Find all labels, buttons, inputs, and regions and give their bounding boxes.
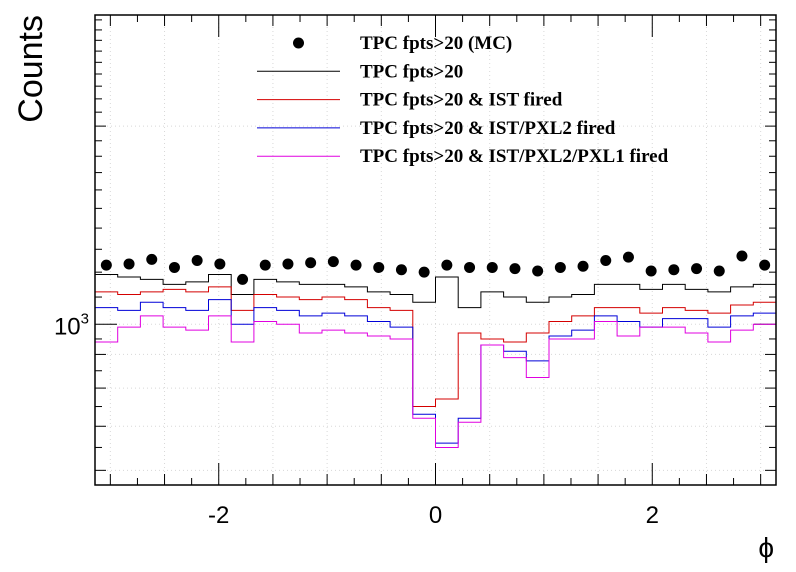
data-point	[282, 258, 294, 270]
data-point	[759, 259, 771, 271]
data-point	[464, 261, 476, 273]
data-point	[600, 254, 612, 266]
legend-entry: TPC fpts>20 & IST fired	[360, 90, 563, 111]
legend-entry: TPC fpts>20	[360, 61, 463, 82]
legend-entry: TPC fpts>20 & IST/PXL2/PXL1 fired	[360, 146, 669, 167]
axis-ticks	[95, 15, 776, 485]
data-point	[736, 250, 748, 262]
y-axis-label: Counts	[12, 15, 50, 123]
data-point	[691, 263, 703, 275]
data-point	[486, 261, 498, 273]
mc-markers	[100, 250, 771, 285]
data-point	[713, 265, 725, 277]
x-tick-labels: -2 0 2	[208, 502, 659, 529]
data-point	[395, 264, 407, 276]
y-tick-label: 103	[54, 310, 89, 340]
data-point	[237, 273, 249, 285]
x-tick-label: -2	[208, 502, 229, 529]
plot-frame	[94, 14, 777, 486]
data-point	[350, 259, 362, 271]
data-point	[305, 257, 317, 269]
data-point	[100, 259, 112, 271]
histogram-line	[94, 274, 776, 485]
data-point	[327, 256, 339, 268]
legend: TPC fpts>20 (MC) TPC fpts>20 TPC fpts>20 &…	[257, 33, 669, 167]
x-tick-label: 0	[429, 502, 442, 529]
data-point	[168, 261, 180, 273]
data-point	[373, 261, 385, 273]
data-point	[441, 259, 453, 271]
histogram-series	[94, 274, 776, 485]
data-point	[146, 253, 158, 265]
data-point	[532, 265, 544, 277]
legend-entry: TPC fpts>20 & IST/PXL2 fired	[360, 118, 616, 139]
histogram-line	[94, 315, 776, 485]
x-tick-label: 2	[646, 502, 659, 529]
data-point	[191, 254, 203, 266]
data-point	[645, 265, 657, 277]
legend-marker	[293, 37, 304, 49]
data-point	[622, 251, 634, 263]
data-point	[214, 258, 226, 270]
histogram-line	[94, 286, 776, 485]
data-point	[577, 260, 589, 272]
data-point	[418, 266, 430, 278]
data-point	[668, 264, 680, 276]
x-axis-label: ϕ	[758, 532, 774, 563]
data-point	[123, 258, 135, 270]
data-point	[509, 263, 521, 275]
legend-entry: TPC fpts>20 (MC)	[360, 33, 512, 54]
data-point	[554, 261, 566, 273]
data-point	[259, 259, 271, 271]
